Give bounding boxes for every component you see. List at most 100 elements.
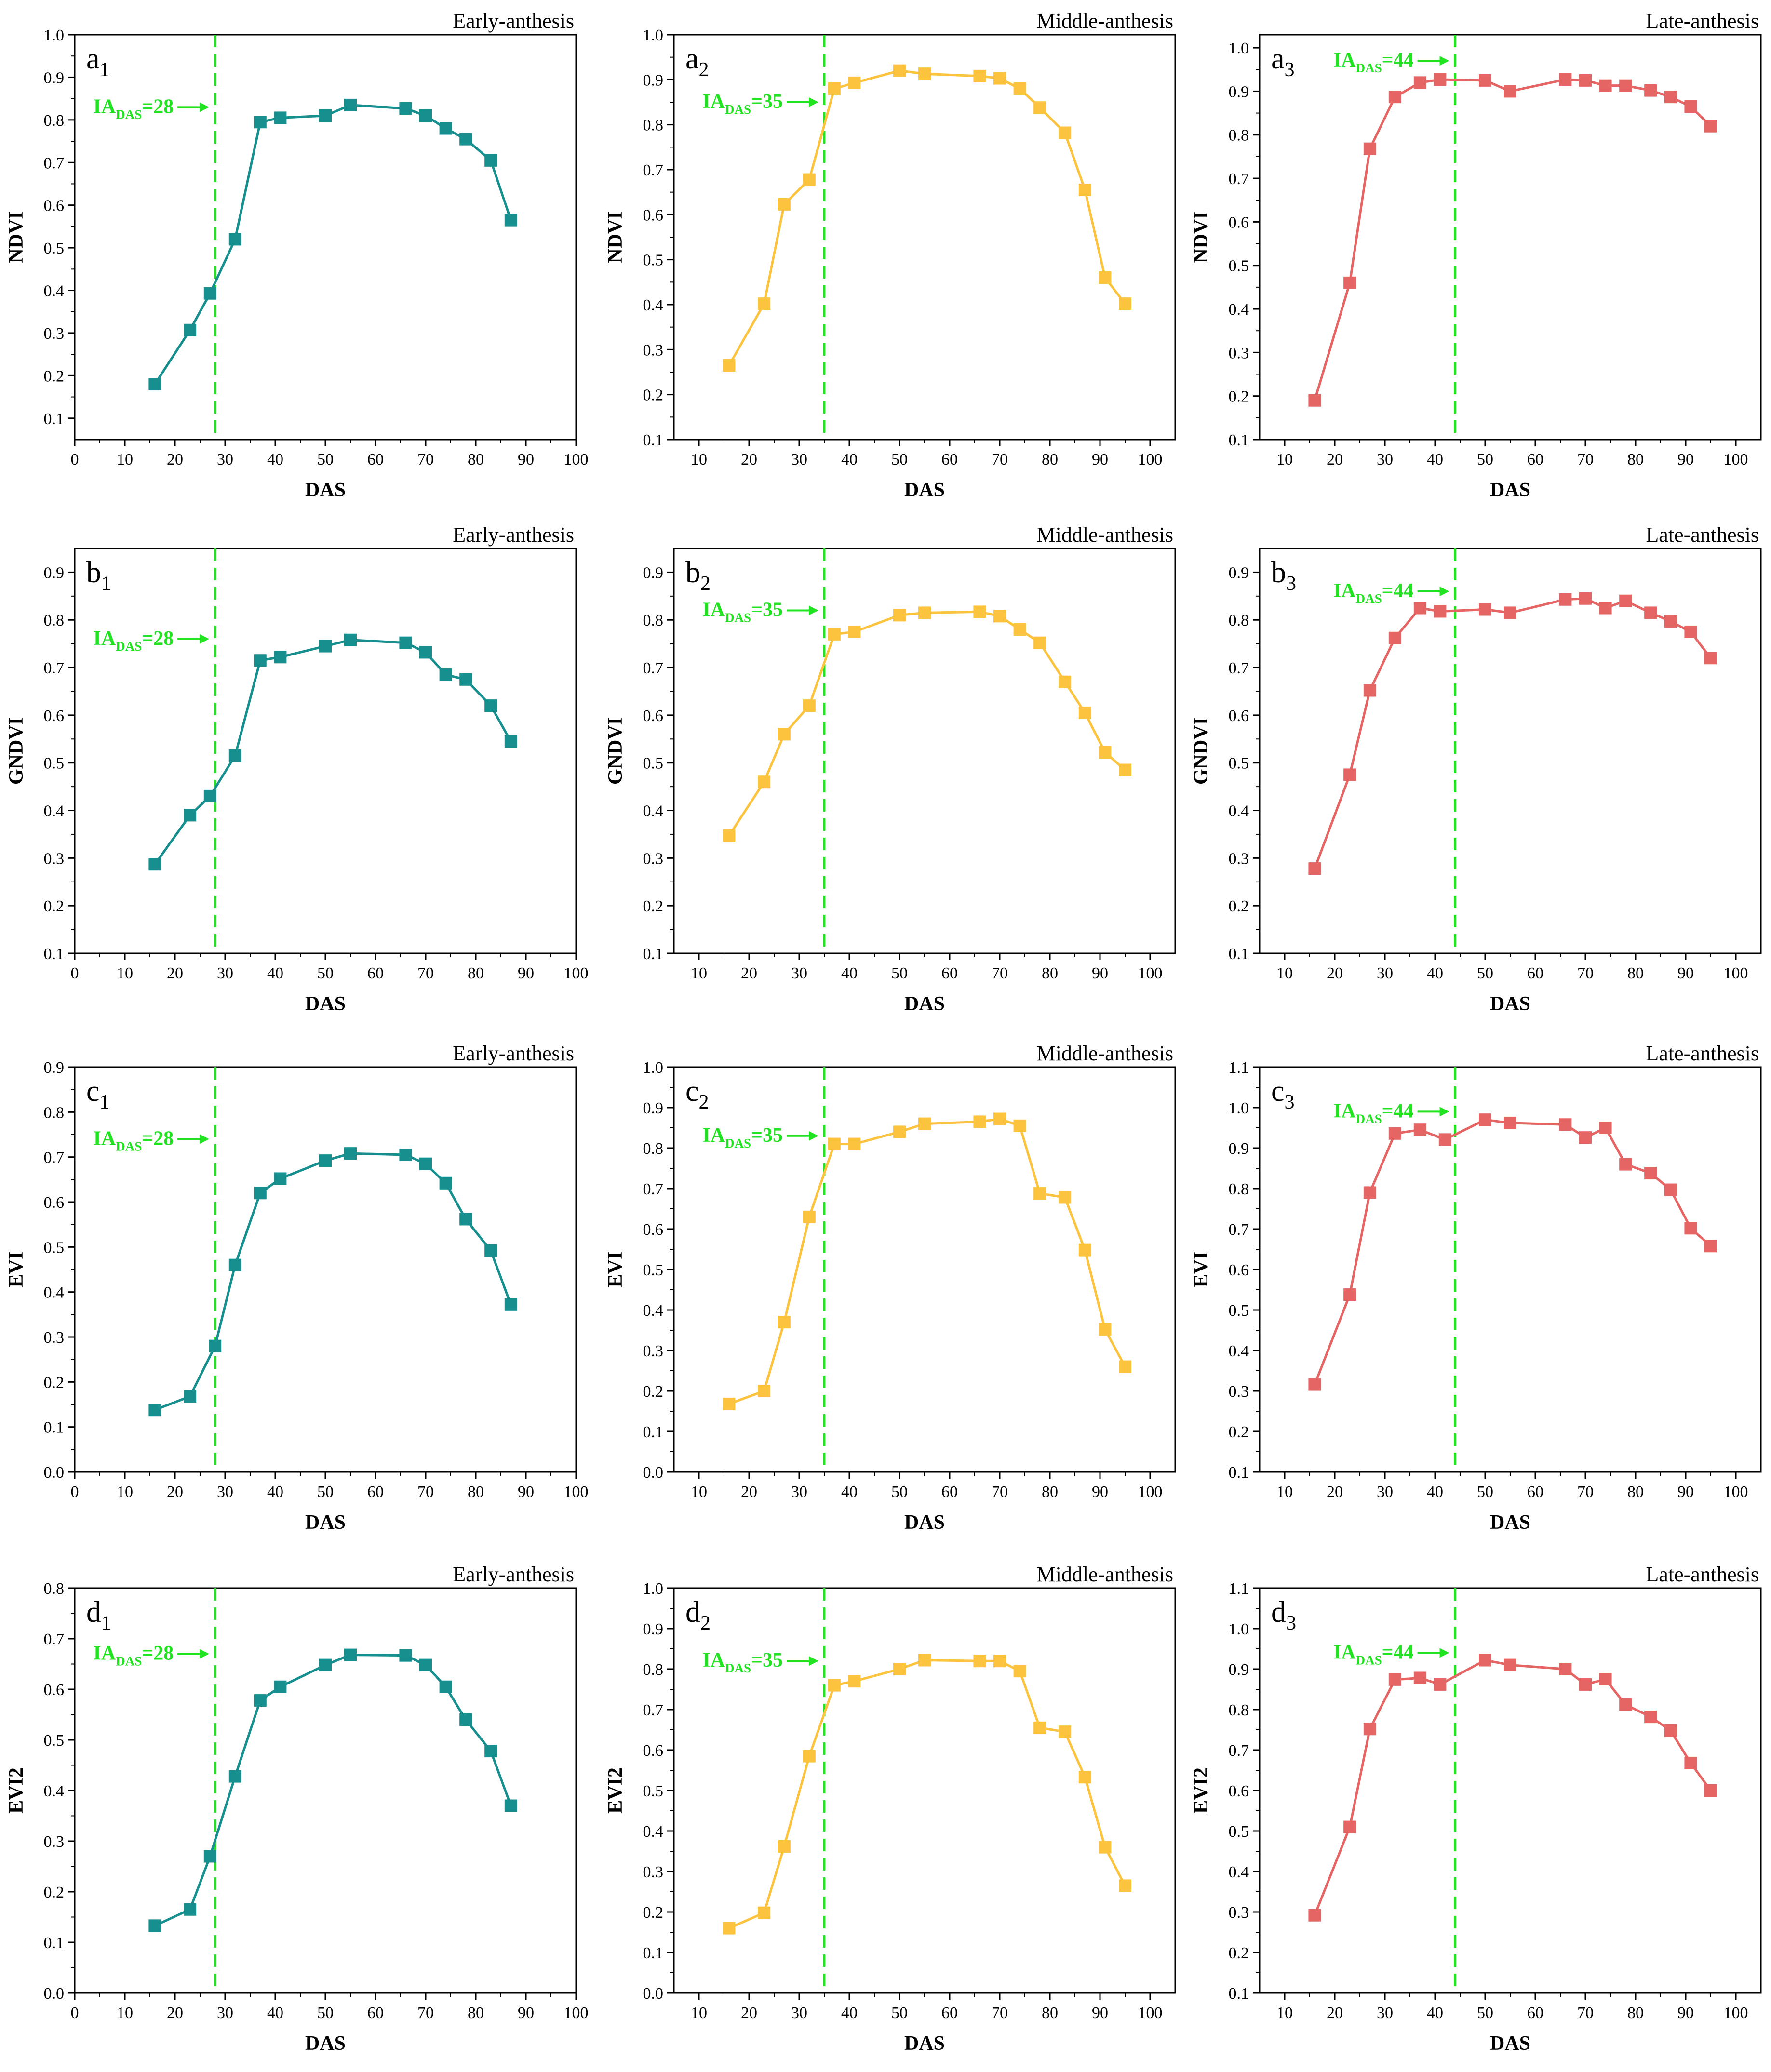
x-tick-label: 0 bbox=[71, 2004, 79, 2022]
data-point bbox=[993, 72, 1006, 85]
data-point bbox=[439, 122, 452, 135]
x-tick-label: 20 bbox=[1327, 1483, 1343, 1501]
panel-subscript: 2 bbox=[700, 1612, 711, 1634]
y-tick-label: 0.3 bbox=[643, 1863, 664, 1881]
ia-label: IADAS=35 bbox=[702, 1124, 783, 1150]
panel-label: b3 bbox=[1271, 556, 1296, 595]
y-tick-label: 0.8 bbox=[643, 117, 664, 134]
panel-subscript: 3 bbox=[1285, 1091, 1295, 1113]
y-tick-label: 0.9 bbox=[1229, 1140, 1249, 1158]
data-point bbox=[1078, 184, 1091, 196]
data-point bbox=[758, 297, 771, 310]
data-point bbox=[1559, 1663, 1572, 1675]
x-tick-label: 100 bbox=[564, 2004, 589, 2022]
data-point bbox=[1704, 1240, 1717, 1253]
data-point bbox=[274, 1680, 287, 1693]
y-tick-label: 0.0 bbox=[643, 1464, 664, 1482]
y-tick-label: 0.9 bbox=[44, 564, 65, 582]
y-tick-label: 0.2 bbox=[643, 1383, 664, 1401]
x-tick-label: 90 bbox=[1092, 2004, 1108, 2022]
panel-letter: b bbox=[86, 556, 101, 589]
y-tick-label: 0.6 bbox=[44, 1681, 65, 1699]
data-point bbox=[1308, 1378, 1321, 1391]
data-point bbox=[1664, 1724, 1677, 1737]
data-point bbox=[1684, 100, 1697, 113]
ia-label-text: IA bbox=[702, 91, 725, 113]
x-tick-label: 20 bbox=[167, 964, 183, 982]
panel-letter: a bbox=[685, 42, 699, 75]
x-tick-label: 50 bbox=[317, 2004, 334, 2022]
panel-letter: c bbox=[1271, 1075, 1285, 1108]
ia-label-subscript: DAS bbox=[1356, 1653, 1382, 1667]
data-point bbox=[1644, 84, 1657, 97]
x-tick-label: 40 bbox=[1427, 2004, 1443, 2022]
y-tick-label: 0.9 bbox=[1229, 83, 1249, 101]
data-point bbox=[973, 1115, 986, 1128]
data-point bbox=[344, 633, 357, 646]
data-point bbox=[344, 98, 357, 111]
ia-arrow-head bbox=[200, 1134, 210, 1144]
ia-label-text: IA bbox=[94, 1127, 116, 1150]
x-tick-label: 40 bbox=[1427, 1483, 1443, 1501]
x-tick-label: 70 bbox=[992, 964, 1008, 982]
data-point bbox=[1664, 615, 1677, 628]
ia-arrow-head bbox=[809, 605, 818, 615]
y-tick-label: 0.4 bbox=[44, 1284, 65, 1302]
data-point bbox=[459, 133, 472, 146]
y-tick-label: 0.2 bbox=[44, 897, 65, 915]
data-point bbox=[993, 1112, 1006, 1125]
ia-label-subscript: DAS bbox=[1356, 591, 1382, 606]
data-point bbox=[228, 749, 242, 762]
panel-letter: b bbox=[685, 556, 700, 589]
x-axis-title: DAS bbox=[904, 479, 945, 501]
y-tick-label: 1.0 bbox=[1229, 1620, 1249, 1638]
x-tick-label: 100 bbox=[1138, 964, 1163, 982]
data-point bbox=[1704, 120, 1717, 133]
data-point bbox=[399, 102, 412, 115]
y-tick-label: 0.8 bbox=[643, 1661, 664, 1679]
data-point bbox=[1644, 606, 1657, 619]
data-point bbox=[484, 1244, 497, 1257]
y-tick-label: 0.6 bbox=[1229, 1782, 1249, 1800]
y-tick-label: 0.7 bbox=[643, 659, 664, 677]
ia-label: IADAS=44 bbox=[1333, 1100, 1414, 1126]
panel-a2: 10 20 30 40 50 60 70 80 90 100 0.1 0.2 0.3 0.4 0.5 0.6 0… bbox=[604, 9, 1176, 501]
x-tick-label: 60 bbox=[941, 451, 958, 468]
y-tick-label: 0.1 bbox=[1229, 431, 1249, 449]
x-tick-label: 100 bbox=[1138, 2004, 1163, 2022]
data-point bbox=[778, 728, 791, 741]
x-axis-title: DAS bbox=[1490, 1511, 1530, 1534]
data-point bbox=[758, 1906, 771, 1919]
x-tick-label: 20 bbox=[1327, 2004, 1343, 2022]
y-tick-label: 0.3 bbox=[1229, 1904, 1249, 1922]
data-point bbox=[439, 1680, 452, 1693]
x-tick-label: 20 bbox=[1327, 964, 1343, 982]
x-tick-label: 40 bbox=[841, 451, 858, 468]
y-tick-label: 0.5 bbox=[44, 1732, 65, 1750]
data-point bbox=[184, 1390, 197, 1403]
x-tick-label: 60 bbox=[367, 964, 384, 982]
x-tick-label: 10 bbox=[1276, 1483, 1293, 1501]
y-tick-label: 0.8 bbox=[1229, 127, 1249, 145]
panel-letter: c bbox=[86, 1075, 100, 1108]
ia-label-text: IA bbox=[94, 628, 116, 650]
x-axis-title: DAS bbox=[305, 2032, 346, 2055]
data-point bbox=[319, 109, 332, 122]
x-tick-label: 30 bbox=[217, 964, 233, 982]
panel-d1: 0 10 20 30 40 50 60 70 80 90 100 0.0 0.1 0.2 0.3 0.4 0.5… bbox=[5, 1563, 589, 2055]
data-point bbox=[758, 1385, 771, 1397]
y-tick-label: 0.8 bbox=[643, 1140, 664, 1158]
y-tick-label: 0.4 bbox=[1229, 1342, 1249, 1360]
x-tick-label: 30 bbox=[217, 451, 233, 468]
data-point bbox=[848, 1675, 861, 1688]
y-tick-label: 0.7 bbox=[44, 659, 65, 677]
x-tick-label: 100 bbox=[1724, 451, 1748, 468]
y-tick-label: 0.2 bbox=[643, 387, 664, 404]
ia-label-text: IA bbox=[1333, 1641, 1356, 1663]
panel-b1: 0 10 20 30 40 50 60 70 80 90 100 0.1 0.2 0.3 0.4 0.5 0.6… bbox=[5, 523, 589, 1015]
stage-title: Late-anthesis bbox=[1646, 9, 1759, 33]
panel-subscript: 2 bbox=[700, 573, 711, 595]
panel-subscript: 2 bbox=[699, 59, 709, 81]
ia-label: IADAS=35 bbox=[702, 1649, 783, 1675]
data-point bbox=[1099, 1323, 1112, 1336]
